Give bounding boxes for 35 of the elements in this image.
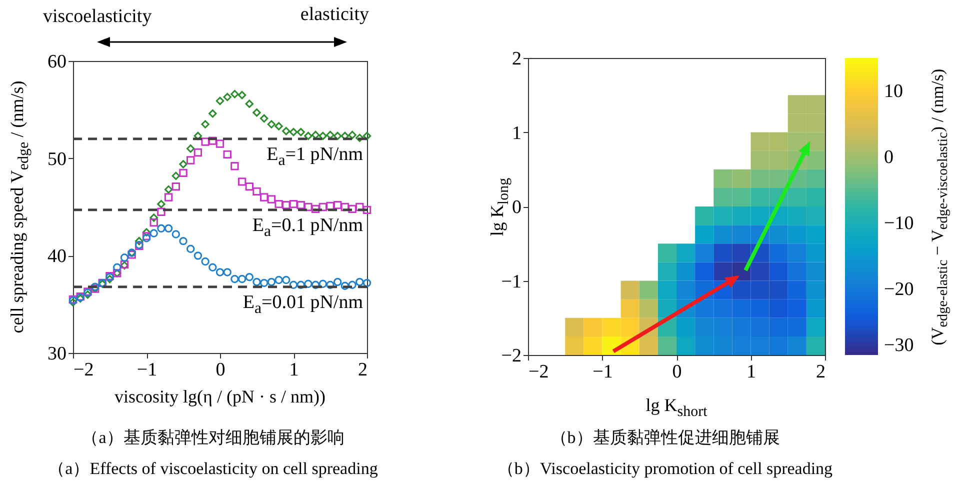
y-tick-label: 50 <box>48 148 66 170</box>
x-axis-title: viscosity lg(η / (pN · s / nm)) <box>114 386 326 408</box>
color-bar-label: 10 <box>884 81 903 102</box>
annotation: E$_{a}$=0.01 pN/nm <box>242 292 363 318</box>
text: elasticity <box>300 4 369 26</box>
y-tick-label: 0 <box>512 197 522 218</box>
text: （a）基质黏弹性对细胞铺展的影响 <box>82 427 344 449</box>
x-axis-title: lg K$_{short}$ <box>646 395 708 421</box>
x-tick-label: 1 <box>289 360 299 380</box>
color-bar-label: −20 <box>884 279 914 300</box>
x-tick-label: 2 <box>816 362 826 382</box>
y-tick-label: 40 <box>48 246 66 268</box>
x-tick-label: 2 <box>358 360 368 380</box>
y-tick-label: −2 <box>501 346 522 366</box>
x-tick-label: 0 <box>216 360 226 380</box>
annotation: E$_{a}$=1 pN/nm <box>266 144 363 170</box>
color-bar-label: −10 <box>884 213 914 234</box>
y-tick-label: −1 <box>501 271 522 292</box>
text: viscoelasticity <box>43 6 152 28</box>
text: （a）Effects of viscoelasticity on cell spreading <box>48 458 378 480</box>
x-tick-label: −2 <box>74 360 94 380</box>
y-tick-label: 1 <box>512 122 522 144</box>
y-tick-label: 2 <box>512 48 522 70</box>
x-tick-label: 1 <box>746 362 756 382</box>
x-tick-label: −1 <box>136 360 158 380</box>
annotation: E$_{a}$=0.1 pN/nm <box>252 214 363 241</box>
text: （b）Viscoelasticity promotion of cell spreading <box>497 458 833 480</box>
y-tick-label: 60 <box>48 52 66 72</box>
y-tick-label: 30 <box>48 344 66 364</box>
x-tick-label: 0 <box>672 362 682 382</box>
x-tick-label: −2 <box>528 362 549 382</box>
color-bar-label: −30 <box>884 335 914 356</box>
text: （b）基质黏弹性促进细胞铺展 <box>550 427 780 449</box>
color-bar-label: 0 <box>884 147 894 168</box>
x-tick-label: −1 <box>592 362 613 382</box>
